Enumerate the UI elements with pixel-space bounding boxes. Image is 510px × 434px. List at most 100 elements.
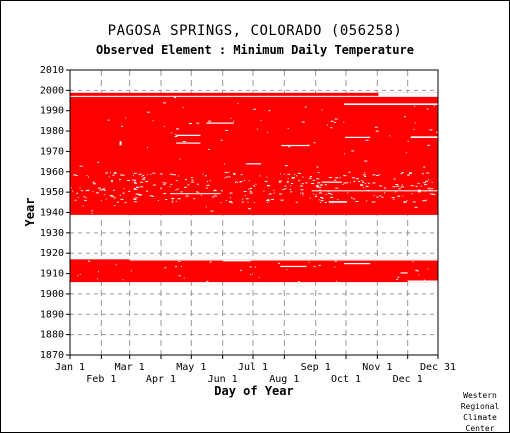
gap-dot [301,121,305,123]
gap-dot [204,175,207,177]
gap-dot [87,176,89,178]
gap-dot [224,177,226,179]
gap-dot [220,202,222,204]
gap-dot [334,266,336,268]
gap-dot [79,187,81,189]
gap-dot [171,197,175,199]
gap-dot [229,201,231,203]
gap-dot [211,196,214,198]
data-gaps [70,97,440,283]
gap-dot [351,197,353,199]
gap-dot [263,190,265,192]
gap-dot [425,180,429,182]
gap-dot [391,197,395,199]
gap-dot [412,201,416,203]
x-tick-label: Dec 31 [420,362,456,373]
gap-dot [136,186,140,188]
gap-dot [134,188,136,190]
gap-dot [364,183,366,185]
gap-dot [330,127,333,129]
gap-dot [251,273,253,275]
gap-dot [206,180,208,182]
missing-segment [129,259,438,261]
gap-dot [353,198,356,200]
gap-dot [140,186,144,188]
gap-dot [268,110,271,112]
missing-segment [245,163,262,165]
gap-dot [239,269,242,271]
gap-dot [415,269,418,271]
gap-dot [133,179,137,181]
x-tick-label: Jan 1 [55,362,85,373]
y-tick-label: 1910 [40,269,64,280]
gap-dot [170,183,173,185]
gap-dot [92,181,95,183]
gap-dot [414,206,418,208]
gap-dot [178,275,181,277]
gap-dot [268,200,270,202]
coverage-blocks [70,92,438,283]
gap-dot [183,186,187,188]
gap-dot [353,180,356,182]
gap-dot [297,281,300,283]
gap-dot [284,185,287,187]
gap-dot [397,195,401,197]
missing-segment [344,136,371,138]
gap-dot [420,185,422,187]
gap-dot [191,181,195,183]
gap-dot [305,182,308,184]
gap-dot [416,270,419,272]
gap-dot [210,210,214,212]
gap-dot [428,179,430,181]
gap-dot [327,190,330,192]
missing-segment [311,190,438,192]
y-tick-label: 2010 [40,65,64,76]
x-tick-label: Nov 1 [362,362,392,373]
gap-dot [270,198,274,200]
gap-dot [164,267,167,269]
gap-dot [233,120,235,122]
gap-dot [152,184,156,186]
gap-dot [185,195,189,197]
gap-dot [301,183,304,185]
gap-dot [86,175,88,177]
gap-dot [113,197,116,199]
gap-dot [169,173,173,175]
gap-dot [290,183,293,185]
gap-dot [427,187,431,189]
gap-dot [317,182,321,184]
gap-dot [373,194,375,196]
gap-dot [103,190,106,192]
x-tick-label: Aug 1 [269,374,299,385]
gap-dot [243,190,247,192]
gap-dot [249,274,251,276]
credit-text: Western Regional Climate Center [460,391,500,433]
gap-dot [109,194,113,196]
gap-dot [208,120,212,122]
gap-dot [209,261,212,263]
gap-dot [312,179,315,181]
gap-dot [130,270,132,272]
y-tick-label: 1950 [40,187,64,198]
gap-dot [335,187,339,189]
gap-dot [175,180,178,182]
gap-dot [319,186,322,188]
missing-segment [407,280,438,283]
gap-dot [240,174,243,176]
gap-dot [286,269,288,271]
gap-dot [249,192,253,194]
gap-dot [413,128,415,130]
gap-dot [74,199,77,201]
gap-dot [315,194,317,196]
gap-dot [327,192,331,194]
gap-dot [346,182,349,184]
gap-dot [112,189,115,191]
gap-dot [174,136,178,138]
gap-dot [186,193,189,195]
gap-dot [133,172,137,174]
gap-dot [198,192,200,194]
gap-dot [171,132,173,134]
gap-dot [423,279,425,281]
x-tick-label: Jul 1 [238,362,268,373]
